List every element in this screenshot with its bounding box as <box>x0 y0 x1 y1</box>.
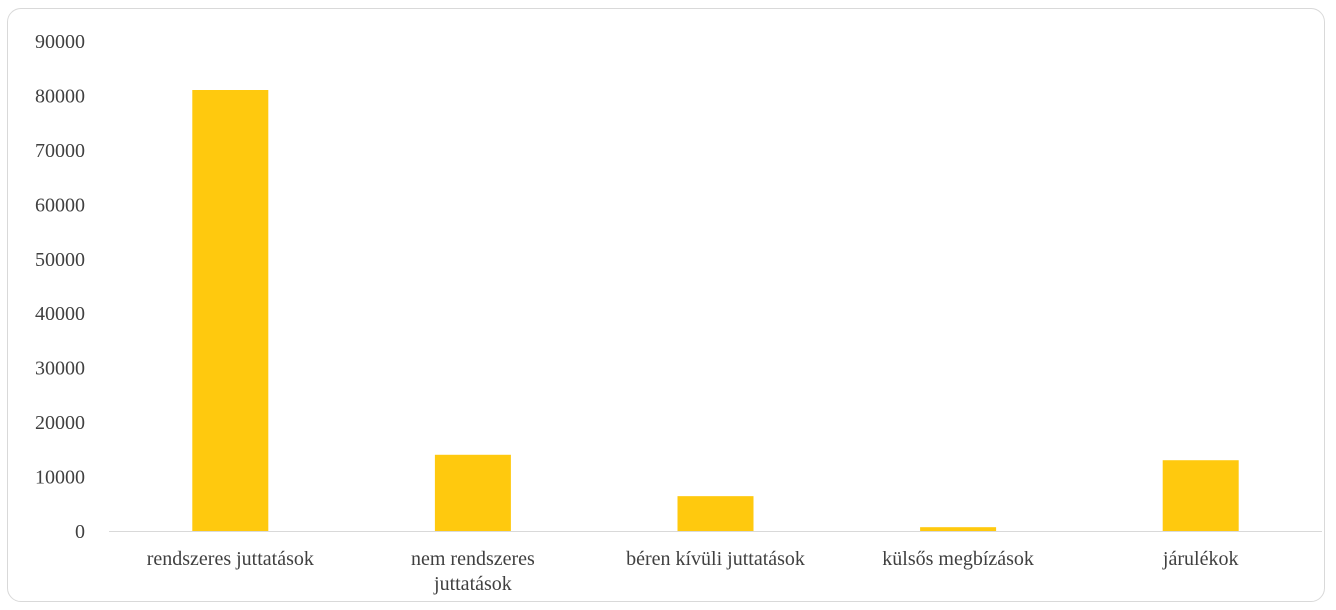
y-tick-label: 70000 <box>35 140 85 162</box>
y-tick-label: 0 <box>75 521 85 543</box>
bar <box>677 496 754 531</box>
category-labels: rendszeres juttatások nem rendszeres jutta… <box>147 548 1239 595</box>
bar <box>1162 460 1239 531</box>
bar-series <box>192 90 1239 531</box>
x-category-label: nem rendszeres juttatások <box>411 548 535 595</box>
x-category-label: béren kívüli juttatások <box>626 548 805 570</box>
y-tick-label: 20000 <box>35 412 85 434</box>
y-tick-label: 40000 <box>35 303 85 325</box>
x-category-label-line: nem rendszeres <box>411 548 535 570</box>
x-category-label: rendszeres juttatások <box>147 548 314 570</box>
bar <box>920 527 997 531</box>
x-category-label: külsős megbízások <box>882 548 1034 570</box>
x-category-label-line: járulékok <box>1162 548 1239 570</box>
y-tick-label: 80000 <box>35 85 85 107</box>
y-tick-label: 60000 <box>35 194 85 216</box>
x-category-label-line: rendszeres juttatások <box>147 548 314 570</box>
x-category-label-line: külsős megbízások <box>882 548 1034 570</box>
x-category-label-line: béren kívüli juttatások <box>626 548 805 570</box>
y-tick-label: 90000 <box>35 31 85 53</box>
y-tick-label: 30000 <box>35 358 85 380</box>
bar <box>192 90 269 531</box>
x-category-label: járulékok <box>1162 548 1239 570</box>
y-axis-ticks: 0 10000 20000 30000 40000 50000 60000 70000 8000… <box>35 31 85 543</box>
bar <box>434 454 511 531</box>
x-category-label-line: juttatások <box>433 573 512 595</box>
y-tick-label: 50000 <box>35 249 85 271</box>
y-tick-label: 10000 <box>35 467 85 489</box>
